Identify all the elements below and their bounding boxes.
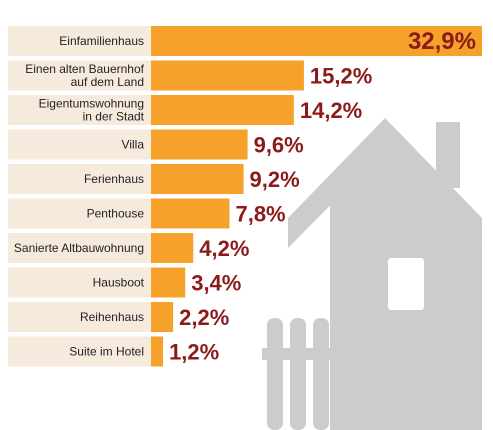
value-label: 15,2% xyxy=(310,64,372,89)
bar xyxy=(151,336,164,367)
bar xyxy=(151,95,294,125)
category-label-background xyxy=(8,95,151,125)
category-label-background xyxy=(8,233,151,263)
category-label: Ferienhaus xyxy=(84,172,144,186)
value-label: 7,8% xyxy=(235,202,285,227)
category-label-background xyxy=(8,267,151,298)
bar xyxy=(151,233,194,263)
house-icon xyxy=(262,118,482,430)
category-label: Villa xyxy=(122,138,145,152)
bar xyxy=(151,60,304,91)
category-label: Reihenhaus xyxy=(80,310,144,324)
bar xyxy=(151,164,244,194)
category-label-background xyxy=(8,198,151,229)
value-label: 14,2% xyxy=(300,98,362,123)
category-label: Penthouse xyxy=(87,207,145,221)
bar xyxy=(151,198,230,229)
category-label-background xyxy=(8,60,151,91)
category-label-background xyxy=(8,129,151,160)
category-label-background xyxy=(8,164,151,194)
category-label-background xyxy=(8,336,151,367)
category-label: Sanierte Altbauwohnung xyxy=(14,241,144,255)
bar xyxy=(151,129,248,160)
value-label: 2,2% xyxy=(179,305,229,330)
value-label: 3,4% xyxy=(191,271,241,296)
bar xyxy=(151,26,482,56)
category-label-background xyxy=(8,26,151,56)
category-label: Einen alten Bauernhof auf dem Land xyxy=(25,62,144,89)
value-label: 32,9% xyxy=(408,28,476,55)
value-label: 9,2% xyxy=(250,167,300,192)
value-label: 1,2% xyxy=(169,340,219,365)
category-label: Eigentumswohnung in der Stadt xyxy=(39,97,145,124)
category-label: Einfamilienhaus xyxy=(59,34,144,48)
category-label: Hausboot xyxy=(93,276,145,290)
bar xyxy=(151,302,174,332)
category-label-background xyxy=(8,302,151,332)
value-label: 4,2% xyxy=(199,236,249,261)
value-label: 9,6% xyxy=(254,133,304,158)
bar xyxy=(151,267,186,298)
category-label: Suite im Hotel xyxy=(69,345,144,359)
